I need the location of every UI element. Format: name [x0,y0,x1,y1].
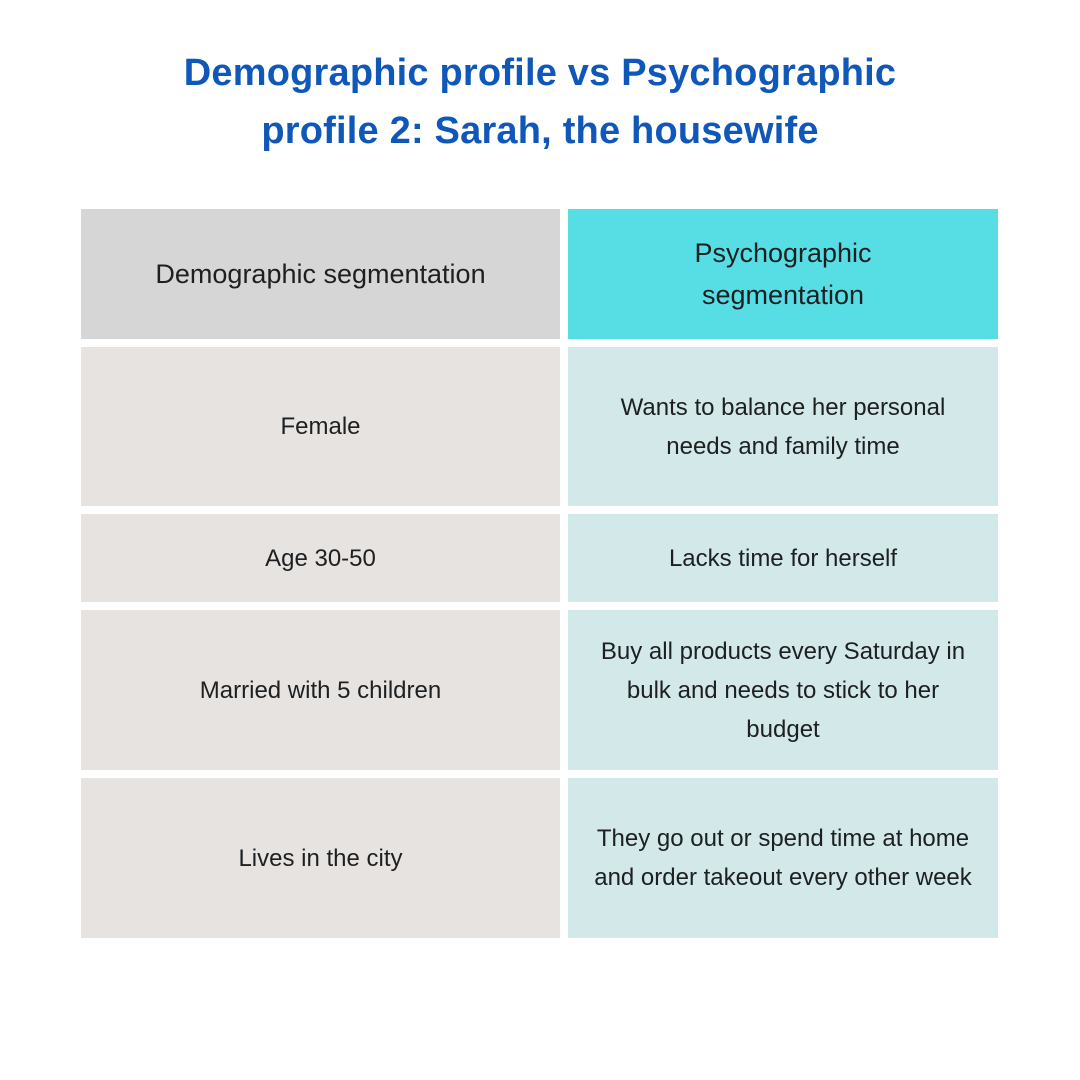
cell-text: Lives in the city [238,844,403,872]
page-title: Demographic profile vs Psychographic pro… [0,44,1080,160]
table-cell-demographic-row-4: Lives in the city [81,778,560,938]
column-header-demographic: Demographic segmentation [81,209,560,339]
cell-text: Female [280,413,361,440]
title-line-2: profile 2: Sarah, the housewife [261,110,819,152]
cell-text: Married with 5 children [199,676,442,704]
cell-text: They go out or spend time at home and or… [594,825,972,891]
table-cell-psychographic-row-1: Wants to balance her personal needs and … [568,347,998,506]
table-cell-demographic-row-3: Married with 5 children [81,610,560,770]
table-cell-demographic-row-1: Female [81,347,560,506]
column-header-psychographic-label: Psychographic segmentation [694,238,872,310]
cell-text: Buy all products every Saturday in bulk … [600,637,966,743]
table-cell-psychographic-row-2: Lacks time for herself [568,514,998,602]
table-cell-psychographic-row-3: Buy all products every Saturday in bulk … [568,610,998,770]
column-header-psychographic: Psychographic segmentation [568,209,998,339]
comparison-table: Demographic segmentation Psychographic s… [81,209,998,938]
table-cell-demographic-row-2: Age 30-50 [81,514,560,602]
cell-text: Wants to balance her personal needs and … [620,393,946,460]
title-line-1: Demographic profile vs Psychographic [183,52,897,94]
cell-text: Age 30-50 [265,544,376,572]
table-cell-psychographic-row-4: They go out or spend time at home and or… [568,778,998,938]
column-header-demographic-label: Demographic segmentation [155,259,486,289]
cell-text: Lacks time for herself [668,544,898,572]
